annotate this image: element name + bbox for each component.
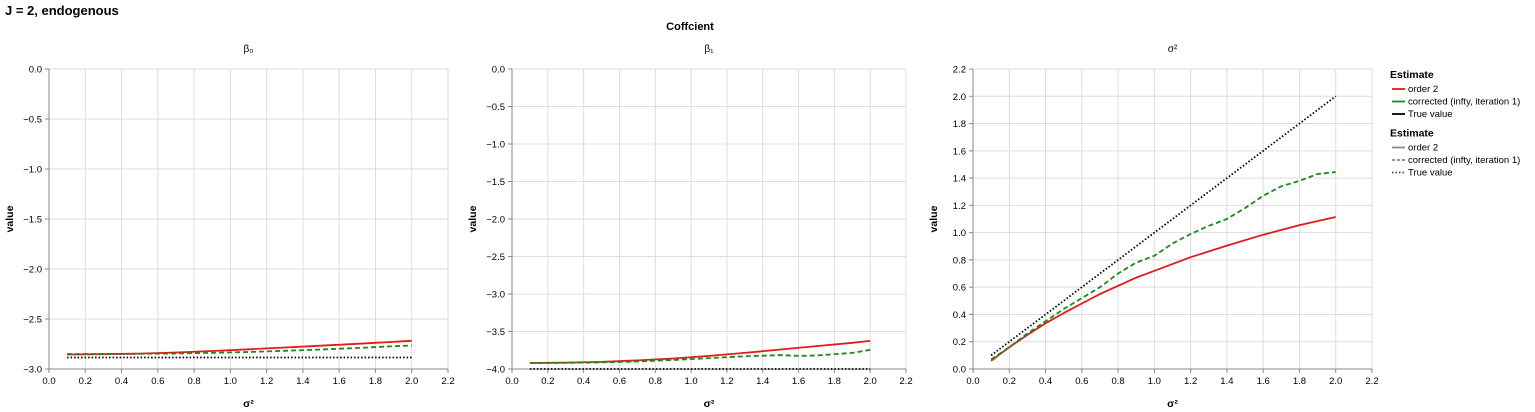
x-tick-label: 0.6 [1075,376,1088,387]
x-tick-label: 0.8 [187,376,200,387]
x-tick-label: 1.8 [828,376,841,387]
x-tick-label: 1.2 [260,376,273,387]
x-tick-label: 0.4 [1039,376,1052,387]
series-line-order-2 [529,340,871,364]
x-tick-label: 0.0 [966,376,979,387]
y-tick-label: 1.4 [953,174,966,185]
x-tick-label: 2.0 [864,376,877,387]
x-tick-label: 0.4 [577,376,590,387]
y-tick-label: 0.8 [953,255,966,266]
legend-label: True value [1408,168,1453,179]
x-tick-label: 1.0 [1148,376,1161,387]
facet-header: Coffcient [666,21,714,33]
x-tick-label: 0.0 [505,376,518,387]
y-axis-label: value [467,205,479,232]
panel-title: β₀ [244,44,254,55]
x-tick-label: 1.8 [369,376,382,387]
y-tick-label: 0.0 [492,65,505,76]
legend-label: order 2 [1408,84,1438,95]
legend-title: Estimate [1390,69,1434,81]
y-tick-label: −2.5 [23,315,42,326]
y-tick-label: −1.0 [486,140,505,151]
x-tick-label: 1.8 [1293,376,1306,387]
legend-label: corrected (infty, iteration 1) [1408,97,1520,108]
x-tick-label: 1.2 [1184,376,1197,387]
panel-title: σ² [1168,44,1178,55]
y-tick-label: −1.5 [486,177,505,188]
y-tick-label: 0.4 [953,310,966,321]
y-tick-label: −1.5 [23,215,42,226]
y-tick-label: 1.6 [953,146,966,157]
legend-label: order 2 [1408,143,1438,154]
y-axis-label: value [4,205,16,232]
x-tick-label: 2.0 [1329,376,1342,387]
x-tick-label: 1.6 [1257,376,1270,387]
x-tick-label: 1.0 [224,376,237,387]
panel-1: 0.0 0.2 0.4 0.6 0.8 1.0 1.2 1.4 1.6 1.8 2.0 2.2 −3.0… [4,44,455,410]
series-line-order-2 [990,216,1336,362]
panel-3: 0.0 0.2 0.4 0.6 0.8 1.0 1.2 1.4 1.6 1.8 2.0 2.2 0.0 0… [928,44,1379,410]
y-tick-label: −1.0 [23,165,42,176]
y-tick-label: 0.0 [953,365,966,376]
y-tick-label: −0.5 [486,102,505,113]
y-tick-label: 1.2 [953,201,966,212]
y-tick-label: 2.2 [953,65,966,76]
series-line-corrected-infty-iteration-1 [67,344,412,355]
y-tick-label: −3.0 [23,365,42,376]
x-tick-label: 1.4 [1220,376,1233,387]
x-tick-label: 1.0 [684,376,697,387]
y-tick-label: 0.6 [953,283,966,294]
y-tick-label: 2.0 [953,92,966,103]
x-tick-label: 1.4 [756,376,769,387]
legend-title: Estimate [1390,128,1434,140]
y-tick-label: 0.2 [953,337,966,348]
panel-title: β₁ [704,44,714,55]
x-tick-label: 0.8 [649,376,662,387]
series-line-corrected-infty-iteration-1 [990,171,1336,361]
y-tick-label: −3.5 [486,327,505,338]
x-tick-label: 0.2 [79,376,92,387]
x-tick-label: 2.2 [441,376,454,387]
x-tick-label: 0.6 [151,376,164,387]
x-tick-label: 2.0 [405,376,418,387]
legend-label: True value [1408,109,1453,120]
legend-label: corrected (infty, iteration 1) [1408,155,1520,166]
y-tick-label: −2.0 [486,215,505,226]
y-tick-label: −4.0 [486,365,505,376]
y-tick-label: −0.5 [23,115,42,126]
x-tick-label: 0.8 [1111,376,1124,387]
x-tick-label: 1.4 [296,376,309,387]
x-axis-label: σ² [704,398,715,410]
series-line-corrected-infty-iteration-1 [529,349,871,364]
y-tick-label: 0.0 [29,65,42,76]
x-tick-label: 2.2 [1365,376,1378,387]
y-tick-label: 1.0 [953,228,966,239]
x-tick-label: 0.0 [42,376,55,387]
x-tick-label: 0.2 [541,376,554,387]
y-tick-label: −3.0 [486,290,505,301]
x-tick-label: 1.6 [792,376,805,387]
y-tick-label: −2.5 [486,252,505,263]
x-tick-label: 1.2 [720,376,733,387]
x-tick-label: 2.2 [899,376,912,387]
series-line-true-value [990,95,1337,357]
y-tick-label: 1.8 [953,119,966,130]
x-tick-label: 0.6 [613,376,626,387]
x-tick-label: 0.2 [1003,376,1016,387]
x-tick-label: 1.6 [333,376,346,387]
y-axis-label: value [928,205,940,232]
x-axis-label: σ² [243,398,254,410]
x-axis-label: σ² [1167,398,1178,410]
y-tick-label: −2.0 [23,265,42,276]
x-tick-label: 0.4 [115,376,128,387]
panel-2: 0.0 0.2 0.4 0.6 0.8 1.0 1.2 1.4 1.6 1.8 2.0 2.2 −4.0… [467,44,913,410]
figure-title: J = 2, endogenous [5,3,119,18]
